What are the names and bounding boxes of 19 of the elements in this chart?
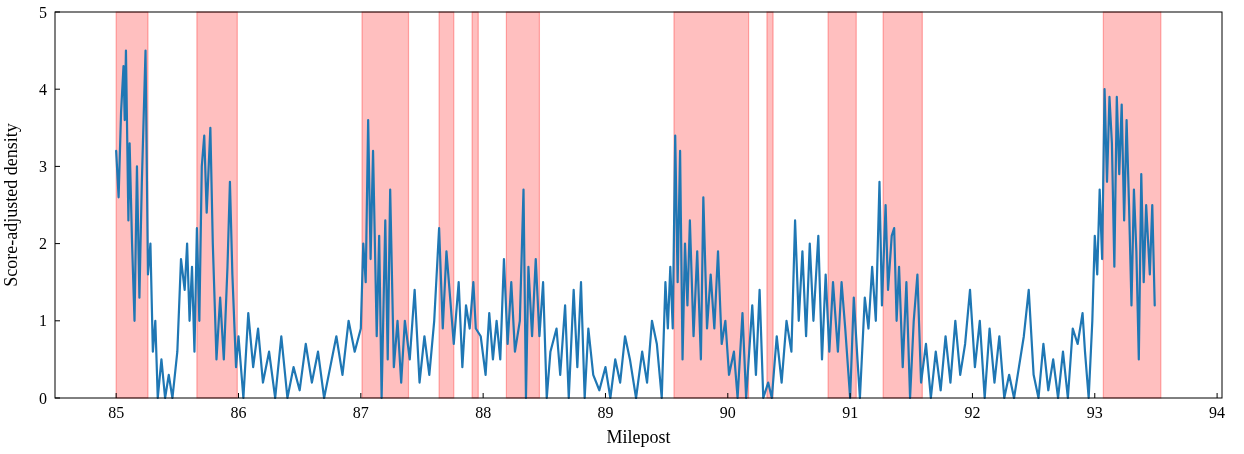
y-tick-label: 4 <box>39 80 47 98</box>
y-tick-label: 2 <box>39 235 47 253</box>
x-tick-label: 91 <box>842 404 859 421</box>
x-tick-label: 89 <box>597 404 614 421</box>
x-axis-title: Milepost <box>606 427 671 447</box>
x-tick-label: 87 <box>352 404 369 421</box>
y-tick-label: 3 <box>39 158 47 175</box>
x-tick-label: 85 <box>108 404 125 421</box>
y-tick-label: 5 <box>39 3 47 21</box>
x-tick-label: 90 <box>719 404 736 421</box>
x-tick-label: 93 <box>1086 404 1103 421</box>
line-series <box>115 49 1156 400</box>
x-tick-label: 88 <box>475 404 492 421</box>
x-tick-label: 92 <box>964 404 981 421</box>
y-tick-label: 0 <box>39 389 47 407</box>
x-tick-label: 94 <box>1209 404 1226 421</box>
y-axis-title: Score-adjusted density <box>1 123 21 287</box>
x-tick-label: 86 <box>230 404 247 421</box>
y-tick-label: 1 <box>39 312 47 330</box>
